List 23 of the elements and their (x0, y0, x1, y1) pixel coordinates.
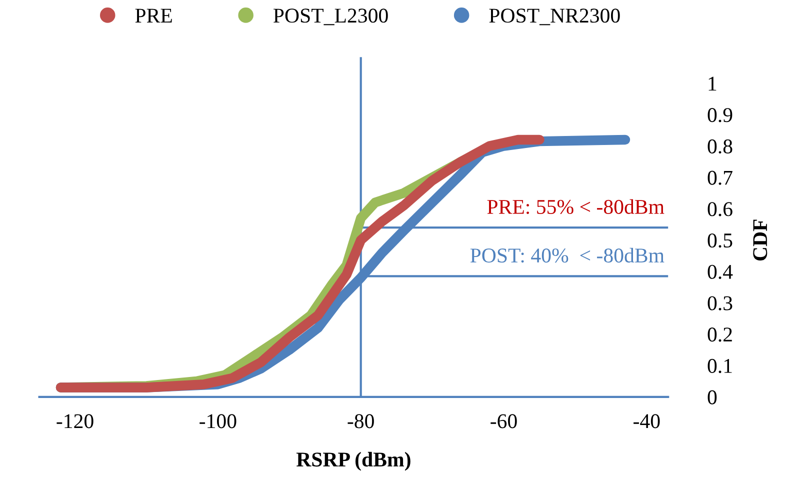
y-tick-label: 0.2 (708, 328, 732, 342)
y-axis-title: CDF (753, 220, 768, 260)
x-tick-label: -40 (634, 414, 660, 428)
x-tick-label: -120 (56, 414, 94, 428)
y-tick-label: 0.4 (708, 264, 733, 279)
y-tick-label: 0.7 (708, 170, 732, 185)
x-tick-label: -100 (200, 414, 236, 428)
legend-label: PRE (135, 8, 172, 22)
legend-label: POST_NR2300 (489, 8, 620, 26)
y-tick-label: 0 (708, 390, 717, 404)
x-tick-label: -80 (348, 414, 374, 428)
x-axis-title: RSRP (dBm) (296, 452, 410, 471)
annotation: PRE: 55% < -80dBm (487, 199, 664, 214)
y-tick-label: 0.3 (708, 296, 732, 310)
annotation: POST: 40% < -80dBm (470, 248, 664, 263)
y-tick-label: 0.6 (708, 202, 732, 216)
y-tick-label: 0.8 (708, 139, 732, 154)
y-tick-label: 1 (708, 76, 716, 91)
y-tick-label: 0.9 (708, 108, 732, 122)
y-tick-label: 0.1 (708, 358, 732, 374)
legend-label: POST_L2300 (274, 8, 388, 26)
y-tick-label: 0.5 (708, 233, 732, 248)
x-tick-label: -60 (490, 414, 517, 428)
